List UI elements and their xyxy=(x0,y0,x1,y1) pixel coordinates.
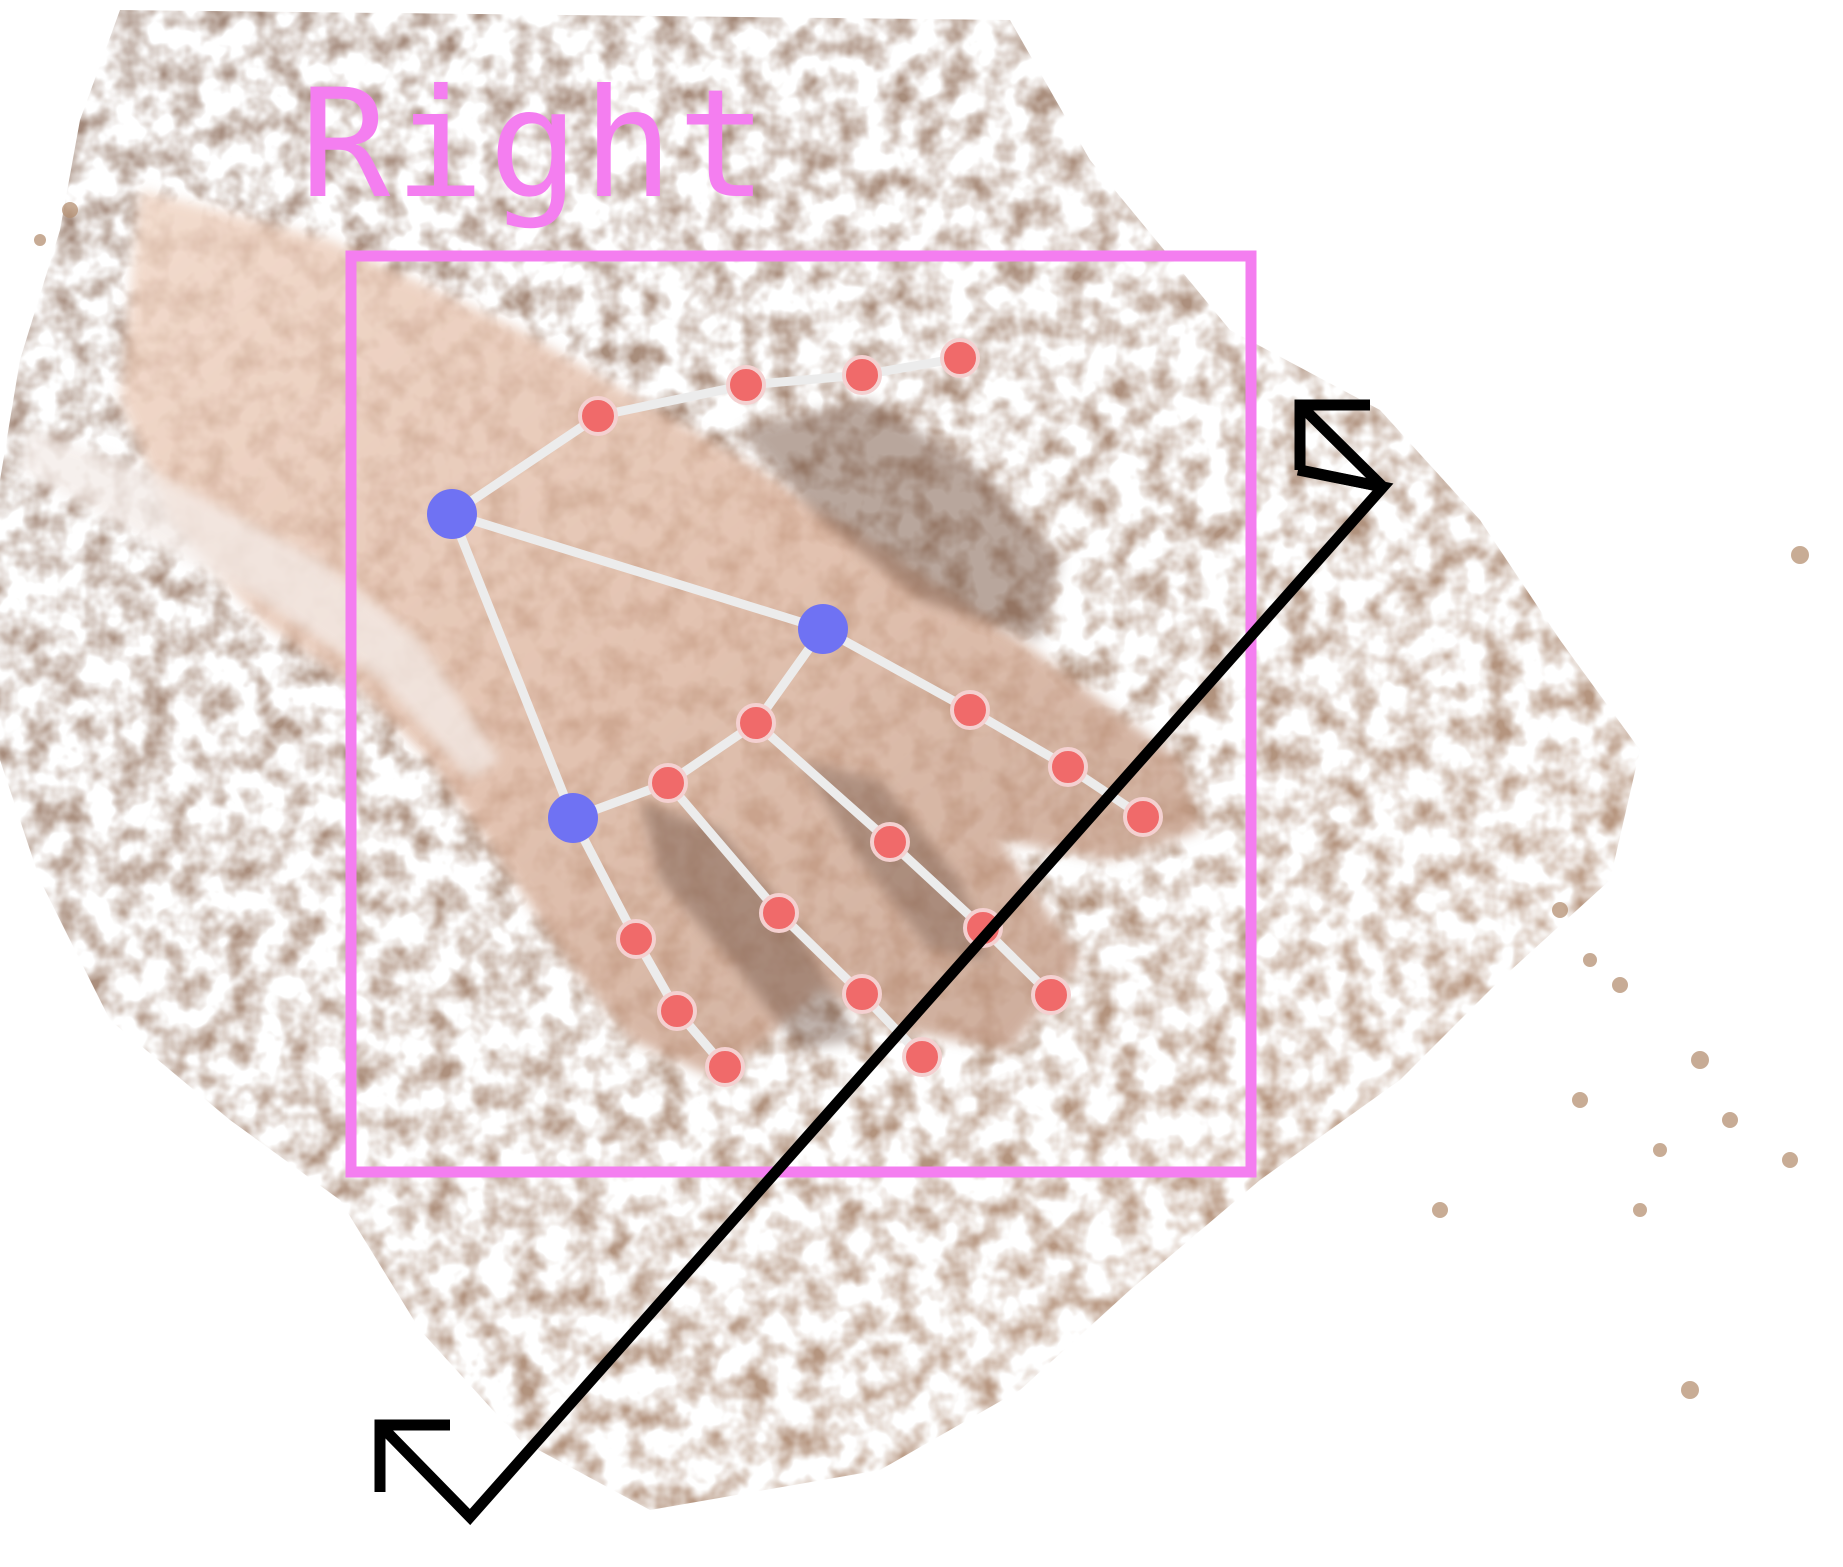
landmark-joint xyxy=(616,919,656,959)
skeleton-bone xyxy=(447,509,578,823)
landmark-joint xyxy=(940,338,980,378)
landmark-joint xyxy=(902,1037,942,1077)
landmark-joint xyxy=(870,822,910,862)
anchor-joint xyxy=(798,604,848,654)
landmark-joint xyxy=(842,355,882,395)
skeleton-bone xyxy=(885,837,988,933)
landmark-joint xyxy=(1123,797,1163,837)
skeleton-bone xyxy=(447,411,603,519)
point-cloud-background xyxy=(0,10,1809,1510)
landmark-joint xyxy=(950,690,990,730)
skeleton-bone xyxy=(663,778,784,918)
hand-bounding-box xyxy=(345,250,1257,1178)
anchor-joint xyxy=(427,489,477,539)
anchor-joint xyxy=(548,793,598,843)
skeleton-bone xyxy=(818,624,975,715)
skeleton-joints xyxy=(427,338,1163,1087)
landmark-joint xyxy=(648,763,688,803)
landmark-joint xyxy=(726,365,766,405)
landmark-joint xyxy=(736,703,776,743)
skeleton-bone xyxy=(751,718,895,847)
landmark-joint xyxy=(759,893,799,933)
landmark-joint xyxy=(705,1047,745,1087)
hand-skeleton xyxy=(427,338,1163,1087)
hand-side-label: Right xyxy=(300,58,772,232)
landmark-joint xyxy=(1048,747,1088,787)
landmark-joint xyxy=(578,396,618,436)
skeleton-bone xyxy=(447,509,828,634)
landmark-joint xyxy=(842,974,882,1014)
landmark-joint xyxy=(657,991,697,1031)
skeleton-bone xyxy=(593,380,751,421)
landmark-joint xyxy=(1031,975,1071,1015)
diagonal-double-arrow-icon xyxy=(374,399,1394,1526)
